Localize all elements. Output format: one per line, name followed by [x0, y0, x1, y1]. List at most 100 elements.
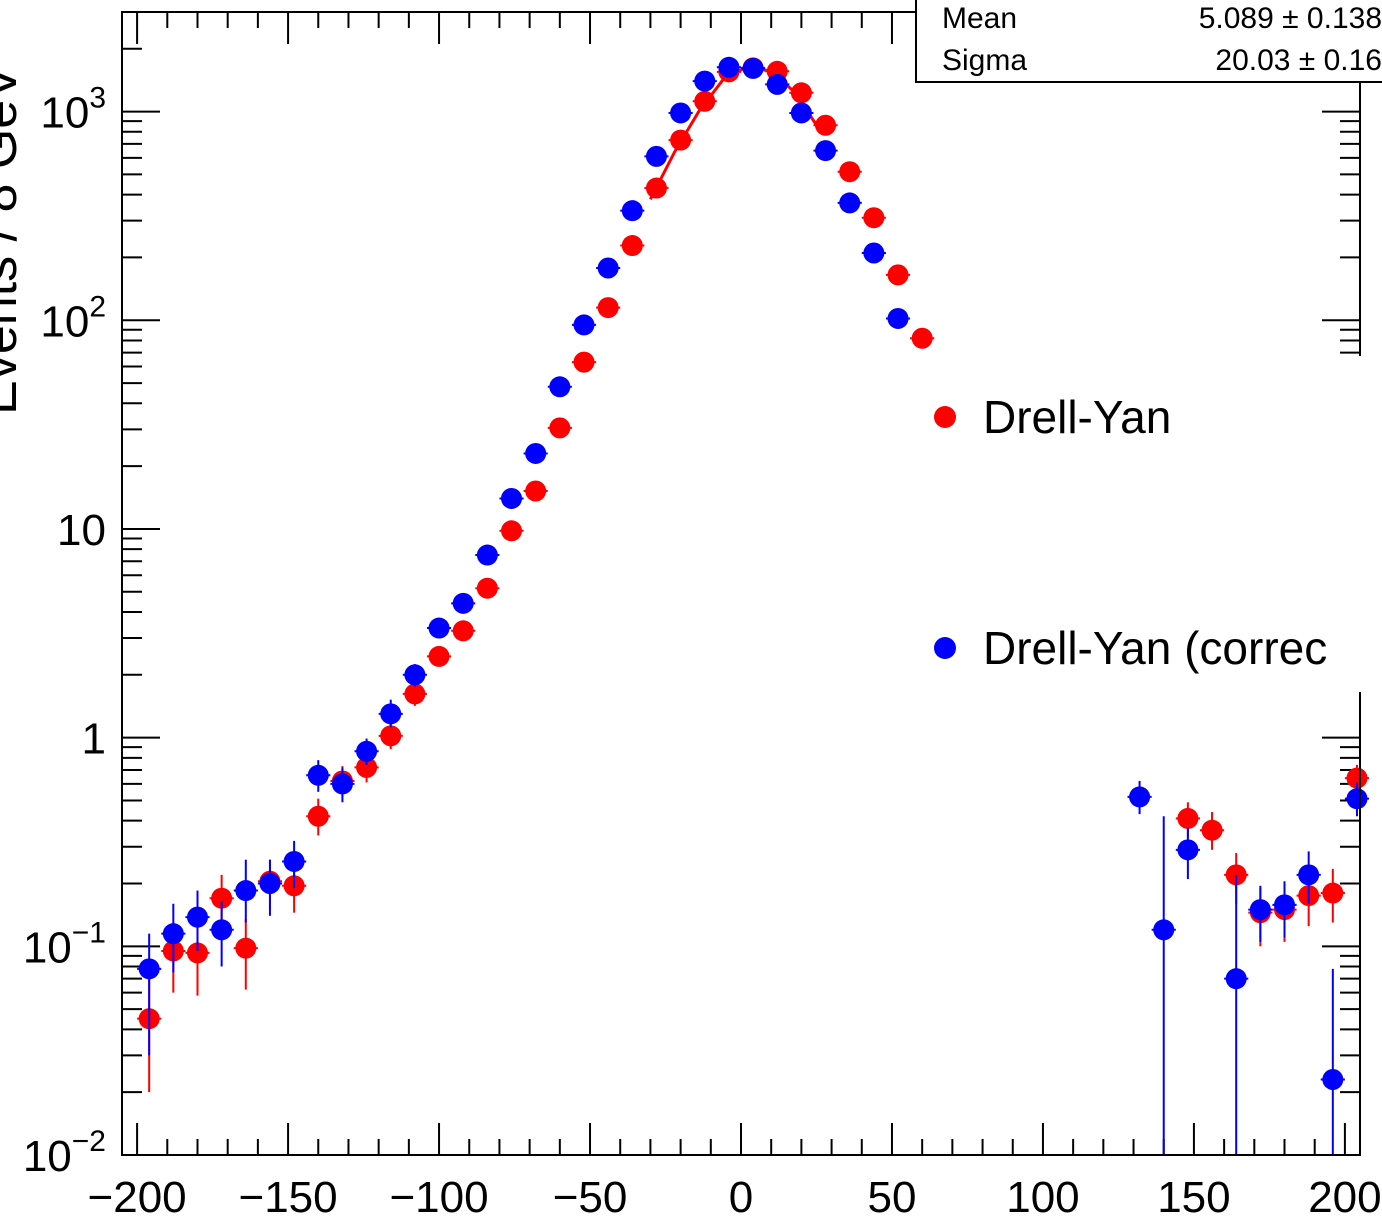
data-point — [1225, 968, 1247, 990]
stats-label-sigma: Sigma — [942, 44, 1027, 77]
data-point — [452, 620, 474, 642]
y-tick-label: 1 — [82, 715, 106, 764]
data-point — [186, 906, 208, 928]
data-point — [138, 958, 160, 980]
data-point — [380, 703, 402, 725]
x-tick-label: −200 — [88, 1173, 187, 1217]
y-tick-label: 10 — [57, 506, 106, 555]
stats-box-frame — [915, 0, 1382, 83]
x-tick-labels: −200 −150 −100 −50 0 50 100 150 200 — [88, 1173, 1382, 1217]
data-point — [1249, 899, 1271, 921]
legend-background — [905, 356, 1382, 692]
data-point — [404, 664, 426, 686]
legend-marker-drell-yan — [934, 406, 956, 428]
data-point — [1201, 819, 1223, 841]
data-point — [1346, 767, 1368, 789]
data-point — [863, 242, 885, 264]
x-tick-label: 200 — [1308, 1173, 1381, 1217]
x-tick-label: 50 — [867, 1173, 916, 1217]
data-point — [597, 297, 619, 319]
y-tick-labels: 10−2 10−1 1 10 102 103 — [23, 82, 106, 1181]
data-point — [331, 773, 353, 795]
data-point — [1346, 788, 1368, 810]
data-point — [1322, 882, 1344, 904]
data-point — [501, 520, 523, 542]
data-point — [839, 161, 861, 183]
data-point — [742, 57, 764, 79]
y-tick-label: 102 — [40, 290, 106, 346]
data-point — [694, 70, 716, 92]
data-point — [815, 114, 837, 136]
data-point — [211, 919, 233, 941]
data-point — [525, 442, 547, 464]
stats-box: Mean 5.089 ± 0.138 Sigma 20.03 ± 0.16 — [915, 0, 1382, 83]
data-point — [186, 942, 208, 964]
stats-label-mean: Mean — [942, 2, 1017, 35]
data-point — [790, 82, 812, 104]
data-point — [404, 683, 426, 705]
data-point — [887, 307, 909, 329]
legend: Drell-Yan Drell-Yan (correc — [905, 356, 1382, 692]
data-point — [1298, 864, 1320, 886]
data-point — [235, 937, 257, 959]
data-point — [307, 805, 329, 827]
data-point — [645, 177, 667, 199]
data-point — [573, 351, 595, 373]
data-point — [1274, 894, 1296, 916]
data-point — [259, 872, 281, 894]
data-point — [549, 376, 571, 398]
data-point — [573, 314, 595, 336]
data-point — [718, 56, 740, 78]
data-point — [1177, 839, 1199, 861]
legend-label-drell-yan: Drell-Yan — [983, 391, 1171, 443]
x-tick-label: 150 — [1157, 1173, 1230, 1217]
data-point — [911, 327, 933, 349]
data-point — [621, 200, 643, 222]
x-tick-label: −150 — [239, 1173, 338, 1217]
data-point — [766, 73, 788, 95]
stats-value-sigma: 20.03 ± 0.16 — [1215, 44, 1382, 77]
data-point — [525, 480, 547, 502]
data-point — [1322, 1069, 1344, 1091]
data-point — [428, 645, 450, 667]
legend-marker-drell-yan-corrected — [934, 637, 956, 659]
data-point — [863, 207, 885, 229]
data-point — [452, 592, 474, 614]
legend-label-drell-yan-corrected: Drell-Yan (correc — [983, 622, 1327, 674]
stats-value-mean: 5.089 ± 0.138 — [1199, 2, 1382, 35]
x-tick-label: −100 — [389, 1173, 488, 1217]
data-point — [1129, 786, 1151, 808]
data-point — [1177, 807, 1199, 829]
data-point — [380, 725, 402, 747]
data-point — [356, 740, 378, 762]
data-point — [476, 544, 498, 566]
y-axis-title: Events / 8 GeV — [0, 65, 28, 415]
data-point — [211, 887, 233, 909]
data-point — [283, 850, 305, 872]
y-tick-label: 10−2 — [23, 1125, 106, 1181]
data-point — [670, 102, 692, 124]
data-point — [597, 257, 619, 279]
data-point — [476, 577, 498, 599]
data-point — [670, 129, 692, 151]
data-point — [887, 264, 909, 286]
data-point — [235, 880, 257, 902]
data-point — [356, 756, 378, 778]
y-tick-label: 10−1 — [23, 916, 106, 972]
data-point — [839, 192, 861, 214]
data-point — [1153, 919, 1175, 941]
data-point — [694, 90, 716, 112]
data-point — [428, 617, 450, 639]
data-point — [621, 235, 643, 257]
data-point — [501, 487, 523, 509]
data-point — [815, 140, 837, 162]
data-point — [549, 417, 571, 439]
data-point — [162, 923, 184, 945]
data-point — [307, 764, 329, 786]
x-tick-label: −50 — [553, 1173, 628, 1217]
y-tick-label: 103 — [40, 82, 106, 138]
x-tick-label: 0 — [729, 1173, 753, 1217]
x-tick-label: 100 — [1006, 1173, 1079, 1217]
data-point — [645, 145, 667, 167]
